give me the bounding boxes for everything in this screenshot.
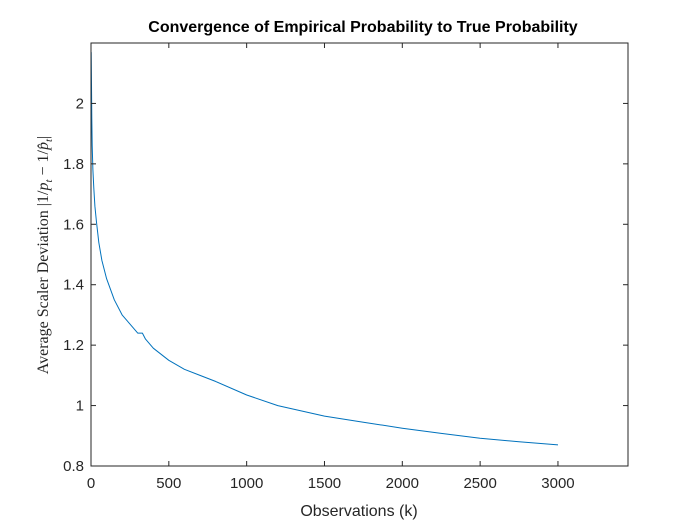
x-tick-label: 0: [87, 475, 95, 492]
y-tick-label: 0.8: [63, 458, 84, 475]
x-axis-label: Observations (k): [300, 503, 417, 520]
y-axis-label-math-close: |: [35, 136, 52, 139]
plot-lines: [90, 52, 559, 446]
y-axis-label-p: p: [35, 183, 52, 192]
x-tick-label: 2500: [463, 475, 496, 492]
x-tick-label: 500: [156, 475, 181, 492]
y-tick-label: 1.8: [63, 156, 84, 173]
y-axis-label-p-hat: p̂: [35, 142, 52, 151]
x-tick-label: 3000: [541, 475, 574, 492]
y-tick-label: 2: [76, 95, 84, 112]
x-tick-label: 1000: [230, 475, 263, 492]
y-axis-label-math-open: |1/: [35, 190, 52, 206]
y-axis-label: Average Scaler Deviation |1/pt − 1/p̂t|: [35, 136, 55, 375]
y-tick-label: 1: [76, 398, 84, 415]
y-axis-label-sub-t-2: t: [43, 138, 55, 142]
chart-title: Convergence of Empirical Probability to …: [148, 19, 578, 36]
y-tick-label: 1.6: [63, 216, 84, 233]
x-tick-label: 1500: [308, 475, 341, 492]
x-tick-label: 2000: [386, 475, 419, 492]
y-axis: 0.8 1 1.2 1.4 1.6 1.8 2: [63, 95, 628, 475]
plot-area-border: [90, 42, 629, 467]
y-axis-label-text: Average Scaler Deviation: [35, 206, 52, 374]
y-tick-label: 1.2: [63, 337, 84, 354]
y-axis-label-sub-t: t: [43, 179, 55, 183]
y-tick-label: 1.4: [63, 277, 84, 294]
series-line-0: [90, 52, 559, 446]
x-axis: 0 500 1000 1500 2000 2500 3000: [87, 43, 575, 492]
y-axis-label-minus: − 1/: [35, 149, 52, 179]
